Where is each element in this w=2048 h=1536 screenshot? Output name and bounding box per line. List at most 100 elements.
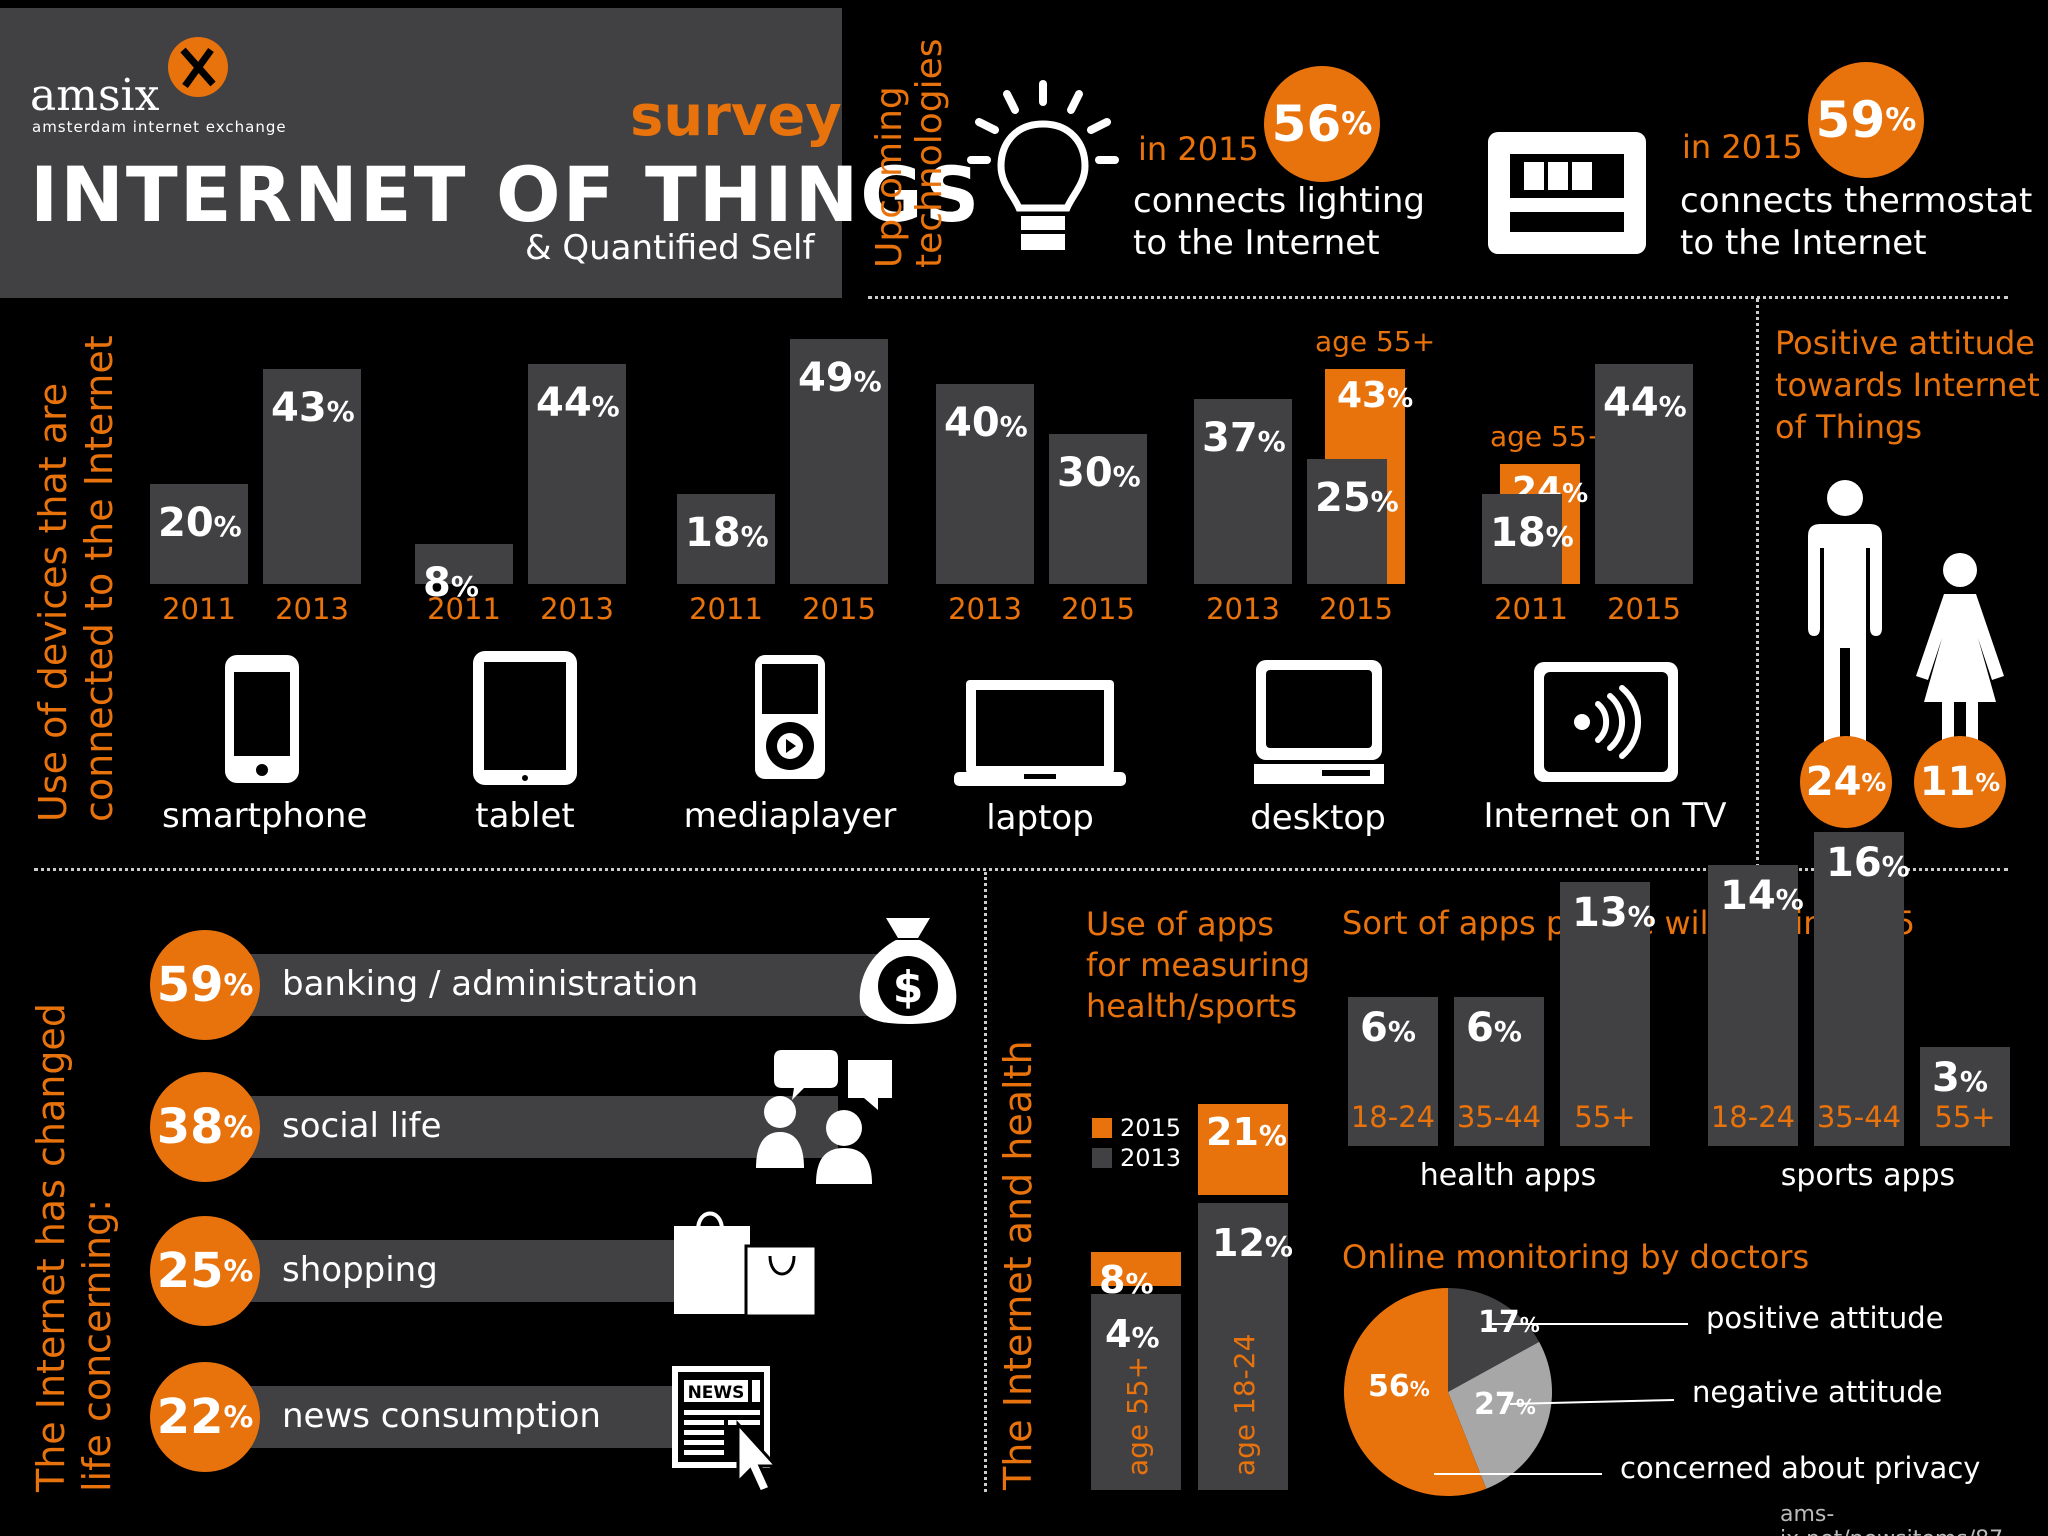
lightbulb-icon <box>967 80 1119 250</box>
logo-mark-icon <box>168 37 228 97</box>
life-value-circle: 59% <box>150 930 260 1040</box>
upcoming-text-2: connects thermostat to the Internet <box>1680 181 2033 263</box>
sort-bar <box>1920 1046 2010 1146</box>
life-strip <box>238 954 918 1016</box>
bar <box>1595 364 1693 584</box>
upcoming-value-circle-2: 59% <box>1808 62 1924 178</box>
bar <box>677 494 775 584</box>
divider <box>34 868 2008 871</box>
sort-bar-value: 14% <box>1720 873 1804 919</box>
sort-bar-value: 6% <box>1360 1005 1416 1051</box>
header-panel <box>0 8 842 298</box>
bar <box>263 369 361 584</box>
bar <box>415 544 513 584</box>
bar-2015-label: 21% <box>1206 1110 1287 1155</box>
upcoming-value-circle-1: 56% <box>1264 66 1380 182</box>
sort-bar-value: 13% <box>1572 889 1656 936</box>
life-heading: The Internet has changed life concerning: <box>29 1003 119 1492</box>
logo: amsix <box>30 70 160 121</box>
bar <box>936 384 1034 584</box>
bar <box>1307 459 1387 584</box>
bar-year-label: 2011 <box>162 592 236 626</box>
bar-2015-label: 8% <box>1099 1257 1154 1302</box>
bar-year-label: 2015 <box>1061 592 1135 626</box>
sort-bar-value: 3% <box>1932 1054 1988 1101</box>
pie-slice <box>1448 1341 1552 1489</box>
sort-bar-category: 55+ <box>1574 1100 1636 1134</box>
pie-leader-line <box>1509 1399 1675 1405</box>
bar-value-label: 40% <box>944 400 1028 446</box>
life-label: social life <box>282 1106 442 1146</box>
mediaplayer-icon <box>755 655 825 779</box>
bar-value-label: 30% <box>1057 450 1141 496</box>
smartphone-icon <box>225 655 299 783</box>
bar-value-label: 43% <box>271 385 355 431</box>
sort-bar-value: 16% <box>1826 840 1910 886</box>
pie-slice-label: positive attitude <box>1706 1301 1944 1335</box>
upcoming-year-1: in 2015 <box>1138 130 1259 168</box>
bar <box>150 484 248 584</box>
life-strip <box>238 1240 738 1302</box>
bar-2013-label: 12% <box>1212 1221 1293 1266</box>
bar-value-label: 18% <box>1490 510 1574 556</box>
people-chat-icon <box>756 1050 892 1184</box>
bar-year-label: 2013 <box>1206 592 1280 626</box>
bar-value-label: 25% <box>1315 475 1399 521</box>
life-value-circle: 38% <box>150 1072 260 1182</box>
bar <box>528 364 626 584</box>
desktop-icon <box>1254 660 1384 784</box>
bar-2015 <box>1198 1104 1288 1196</box>
life-label: news consumption <box>282 1396 601 1436</box>
age-label: age 55+ <box>1490 420 1611 453</box>
bar-age55-label: 43% <box>1337 375 1414 416</box>
bar-value-label: 37% <box>1202 415 1286 461</box>
page-title: INTERNET OF THINGS <box>30 150 982 239</box>
survey-label: survey <box>630 84 842 149</box>
device-label-desktop: desktop <box>1250 798 1386 838</box>
bar <box>1194 399 1292 584</box>
newspaper-icon: NEWS <box>672 1366 780 1494</box>
sort-bar-category: 35-44 <box>1816 1100 1902 1134</box>
female-icon <box>1916 553 2004 777</box>
age-category-label: age 18-24 <box>1228 1333 1261 1476</box>
footer-url: ams-ix.net/newsitems/87 <box>1780 1502 2003 1536</box>
pie-slice-value: 17% <box>1478 1305 1540 1340</box>
bar-year-label: 2011 <box>1494 592 1568 626</box>
sort-bar <box>1708 865 1798 1146</box>
bar-value-label: 18% <box>685 510 769 556</box>
sort-group-label: health apps <box>1419 1158 1597 1193</box>
divider <box>984 872 987 1492</box>
tablet-icon <box>473 651 577 785</box>
apps-heading: Use of apps for measuring health/sports <box>1086 905 1311 1025</box>
bar-year-label: 2011 <box>689 592 763 626</box>
upcoming-year-2: in 2015 <box>1682 128 1803 166</box>
device-label-mediaplayer: mediaplayer <box>683 796 897 836</box>
tv-icon <box>1534 662 1678 782</box>
device-label-tablet: tablet <box>475 796 575 836</box>
sort-bar-category: 18-24 <box>1350 1100 1436 1134</box>
sort-bar <box>1560 881 1650 1146</box>
device-label-laptop: laptop <box>986 798 1094 838</box>
bar <box>1049 434 1147 584</box>
bar-year-label: 2015 <box>1607 592 1681 626</box>
monitoring-heading: Online monitoring by doctors <box>1342 1238 1810 1276</box>
laptop-icon <box>954 680 1126 786</box>
bar-2013-label: 4% <box>1105 1312 1160 1357</box>
sort-bar-category: 18-24 <box>1710 1100 1796 1134</box>
money-bag-icon: $ <box>859 918 957 1024</box>
bar-year-label: 2015 <box>1319 592 1393 626</box>
bar-year-label: 2011 <box>427 592 501 626</box>
attitude-female-circle: 11% <box>1914 736 2006 828</box>
age-category-label: age 55+ <box>1121 1355 1154 1476</box>
bar <box>790 339 888 584</box>
legend-label-2015: 2015 <box>1120 1114 1182 1142</box>
device-label-tv: Internet on TV <box>1483 796 1727 836</box>
divider <box>1756 298 1759 868</box>
page-subtitle: & Quantified Self <box>525 228 815 268</box>
bar-value-label: 44% <box>1603 380 1687 426</box>
legend-label-2013: 2013 <box>1120 1144 1182 1172</box>
bar-2013 <box>1091 1294 1181 1490</box>
divider <box>868 296 2008 299</box>
bar-value-label: 20% <box>158 500 242 546</box>
logo-subtitle: amsterdam internet exchange <box>32 118 287 136</box>
